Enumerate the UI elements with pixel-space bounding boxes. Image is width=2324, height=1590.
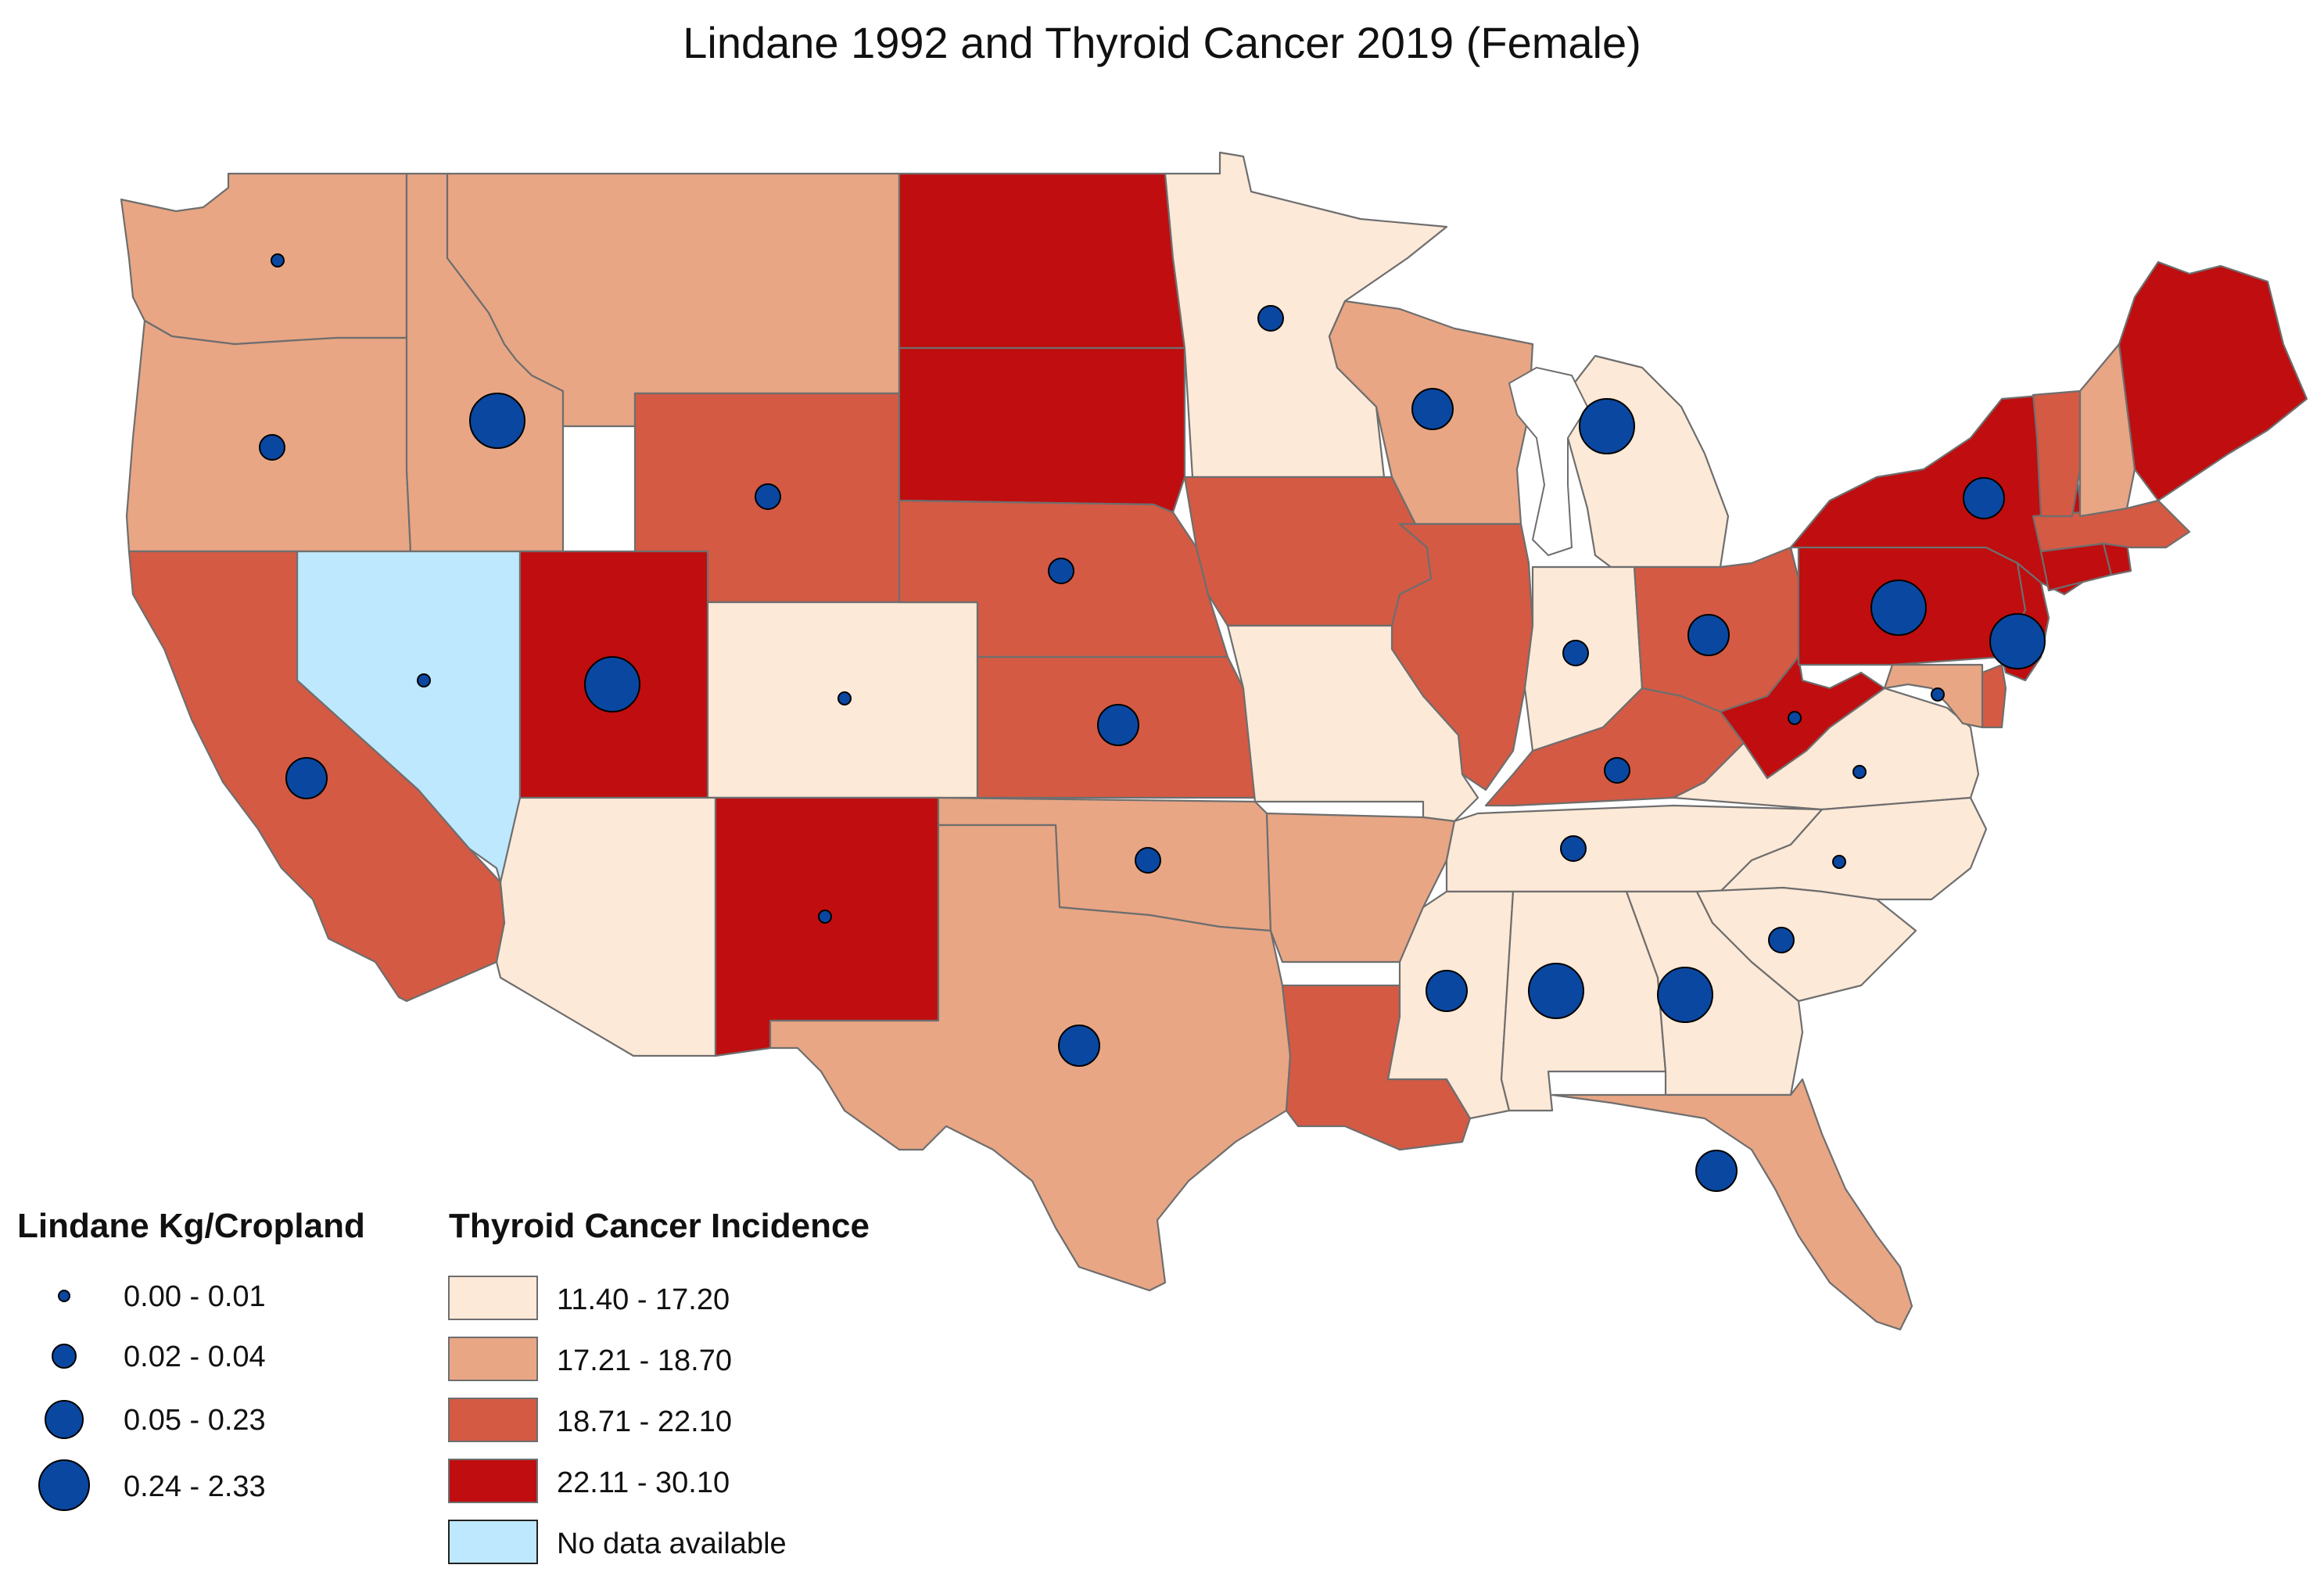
legend-symbol-label-3: 0.05 - 0.23 (124, 1404, 266, 1437)
lindane-symbol-ca (285, 757, 328, 799)
states-layer (120, 151, 2308, 1331)
legend-lindane: Lindane Kg/Cropland 0.00 - 0.01 0.02 - 0… (17, 1207, 365, 1511)
state-mi (1555, 354, 1730, 569)
lindane-symbol-ga (1657, 967, 1713, 1023)
legend-fill-label-no-data: No data available (557, 1527, 787, 1560)
great-lakes (1508, 366, 1589, 557)
state-sc (1695, 886, 1917, 1003)
map-title: Lindane 1992 and Thyroid Cancer 2019 (Fe… (683, 18, 1641, 67)
lindane-symbol-fl (1695, 1150, 1738, 1192)
lindane-symbol-in (1562, 640, 1589, 666)
legend-incidence: Thyroid Cancer Incidence 11.40 - 17.20 1… (448, 1207, 870, 1564)
state-vt (2032, 389, 2082, 518)
lindane-symbol-al (1528, 963, 1584, 1019)
legend-fill-label-4: 22.11 - 30.10 (557, 1466, 730, 1499)
lindane-symbol-va (1852, 765, 1867, 779)
legend-symbol-2 (52, 1344, 77, 1369)
legend-swatch-1 (448, 1276, 538, 1320)
state-ia (1183, 476, 1433, 627)
legend-swatch-3 (448, 1398, 538, 1442)
lindane-symbol-ut (584, 656, 640, 712)
legend-symbol-label-2: 0.02 - 0.04 (124, 1341, 266, 1373)
legend-symbol-label-4: 0.24 - 2.33 (124, 1470, 266, 1503)
state-nm (714, 796, 940, 1057)
legend-swatch-4 (448, 1459, 538, 1503)
state-tx (769, 824, 1292, 1292)
state-nh (2078, 343, 2136, 518)
lindane-symbol-mi (1579, 398, 1635, 454)
lindane-symbol-oh (1687, 614, 1730, 656)
state-md (1883, 663, 1984, 729)
lindane-symbol-nj (1989, 613, 2046, 669)
legend-swatch-no-data (448, 1520, 538, 1564)
lindane-symbol-nv (417, 673, 431, 687)
lindane-symbol-wi (1411, 388, 1454, 430)
legend-fill-label-2: 17.21 - 18.70 (557, 1344, 732, 1377)
legend-swatch-2 (448, 1337, 538, 1381)
state-wa (120, 172, 408, 346)
lindane-symbol-ms (1426, 970, 1468, 1012)
legend-symbol-4 (38, 1459, 90, 1511)
lindane-symbol-ky (1604, 757, 1630, 784)
lindane-symbol-ne (1048, 558, 1074, 584)
legend-fill-label-1: 11.40 - 17.20 (557, 1283, 730, 1316)
lindane-symbol-ok (1135, 847, 1161, 874)
state-nd (898, 172, 1186, 350)
legend-symbol-label-1: 0.00 - 0.01 (124, 1280, 266, 1313)
lindane-symbol-nc (1832, 855, 1846, 869)
lindane-symbol-sc (1768, 927, 1795, 953)
legend-fill-label-3: 18.71 - 22.10 (557, 1405, 732, 1438)
lindane-symbol-wv (1788, 711, 1802, 725)
lindane-symbol-ny (1963, 477, 2005, 519)
lindane-symbol-co (837, 691, 852, 705)
lindane-symbol-ks (1097, 704, 1139, 746)
lindane-symbol-wa (271, 253, 285, 267)
legend-incidence-heading: Thyroid Cancer Incidence (449, 1207, 870, 1245)
lindane-symbol-wy (755, 483, 781, 510)
legend-symbol-3 (45, 1400, 84, 1439)
lindane-symbol-nm (818, 910, 832, 924)
legend-symbol-1 (58, 1290, 70, 1302)
lindane-symbol-tx (1058, 1025, 1100, 1067)
state-me (2118, 260, 2308, 502)
lindane-symbol-mn (1257, 305, 1284, 332)
legend-lindane-heading: Lindane Kg/Cropland (17, 1207, 365, 1245)
lindane-symbol-tn (1560, 835, 1587, 862)
state-sd (898, 346, 1186, 514)
lindane-symbols (259, 253, 2046, 1192)
lindane-symbol-de (1931, 687, 1945, 702)
state-az (495, 796, 717, 1057)
lindane-symbol-or (259, 434, 285, 461)
lindane-symbol-id (469, 393, 525, 449)
state-de (1981, 663, 2007, 729)
state-fl (1551, 1078, 1913, 1331)
lindane-symbol-pa (1870, 580, 1927, 636)
